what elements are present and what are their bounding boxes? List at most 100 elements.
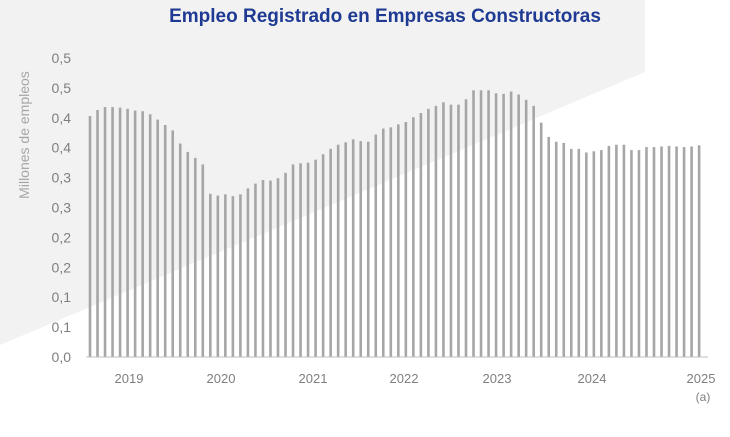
bar <box>321 154 325 357</box>
bar <box>585 152 588 357</box>
bar <box>336 144 340 357</box>
y-tick-label: 0,2 <box>52 259 72 275</box>
bar <box>622 144 626 357</box>
bar <box>381 128 385 357</box>
bar <box>193 157 197 357</box>
bar <box>524 99 528 358</box>
bar <box>374 134 378 357</box>
y-tick-label: 0,0 <box>52 349 72 365</box>
bar <box>675 146 678 357</box>
y-tick-label: 0,5 <box>52 50 72 66</box>
bar <box>554 141 558 357</box>
bar <box>479 90 483 357</box>
bar <box>276 178 280 357</box>
bar <box>171 130 175 357</box>
bar <box>592 151 596 357</box>
bar <box>88 116 92 357</box>
bar <box>690 146 693 357</box>
bar <box>209 193 212 357</box>
bar <box>404 121 408 358</box>
bar <box>569 148 573 357</box>
bar <box>269 180 272 357</box>
bar <box>517 94 520 357</box>
bar <box>397 124 400 357</box>
bar <box>111 107 114 357</box>
y-tick-label: 0,2 <box>52 229 72 245</box>
bar <box>291 164 295 357</box>
bar <box>697 145 701 357</box>
bar <box>254 183 257 357</box>
bar <box>314 159 317 357</box>
bar <box>359 141 363 357</box>
bar <box>419 113 423 358</box>
bar <box>630 150 633 357</box>
x-axis-note: (a) <box>696 390 711 404</box>
x-tick-label: 2025 <box>687 371 716 386</box>
bar <box>284 172 287 357</box>
bar <box>652 147 656 357</box>
bar <box>178 143 182 357</box>
y-tick-label: 0,3 <box>52 200 72 216</box>
bar <box>141 111 144 357</box>
bar <box>156 119 159 357</box>
bar <box>126 108 129 357</box>
y-tick-label: 0,3 <box>52 170 72 186</box>
y-tick-label: 0,4 <box>52 110 72 126</box>
bar <box>329 148 332 357</box>
bar <box>216 195 220 357</box>
bar <box>186 151 190 357</box>
y-axis-label: Millones de empleos <box>16 71 32 199</box>
chart-title: Empleo Registrado en Empresas Constructo… <box>169 6 601 27</box>
bar <box>472 90 475 357</box>
bar <box>96 110 99 357</box>
bar <box>246 188 250 357</box>
bar <box>509 91 513 358</box>
bar <box>682 147 686 357</box>
bar <box>502 93 505 357</box>
bar <box>351 139 355 357</box>
bar <box>201 164 205 357</box>
bar <box>133 110 137 358</box>
bar <box>299 163 302 357</box>
bar <box>224 194 227 357</box>
bar <box>306 162 310 357</box>
y-tick-label: 0,1 <box>52 289 72 305</box>
bar <box>660 146 663 357</box>
bar <box>412 117 415 357</box>
bar <box>366 141 370 357</box>
bar <box>103 107 107 357</box>
bar <box>239 194 242 357</box>
bar <box>344 142 347 357</box>
bar <box>645 147 648 357</box>
bar <box>667 145 671 357</box>
bar <box>600 150 603 357</box>
x-tick-label: 2019 <box>115 371 144 386</box>
x-tick-label: 2023 <box>483 371 512 386</box>
x-tick-label: 2020 <box>207 371 236 386</box>
bar <box>427 108 430 357</box>
bar <box>163 124 167 357</box>
bar <box>449 104 453 357</box>
bar <box>494 93 498 357</box>
bar <box>231 196 235 357</box>
x-tick-label: 2021 <box>299 371 328 386</box>
bar <box>532 105 535 357</box>
bar <box>637 150 641 357</box>
bar <box>457 104 460 357</box>
bar <box>261 179 265 357</box>
bar <box>389 127 393 358</box>
bar <box>539 122 543 357</box>
y-tick-label: 0,1 <box>52 319 72 335</box>
bar <box>464 99 468 357</box>
y-tick-label: 0,5 <box>52 80 72 96</box>
bar <box>487 90 490 357</box>
y-tick-label: 0,4 <box>52 140 72 156</box>
bar <box>562 142 566 357</box>
bar <box>607 145 611 357</box>
x-tick-label: 2024 <box>578 371 607 386</box>
bar <box>118 107 122 357</box>
bar <box>615 144 618 357</box>
bar <box>442 102 445 357</box>
x-tick-label: 2022 <box>390 371 419 386</box>
